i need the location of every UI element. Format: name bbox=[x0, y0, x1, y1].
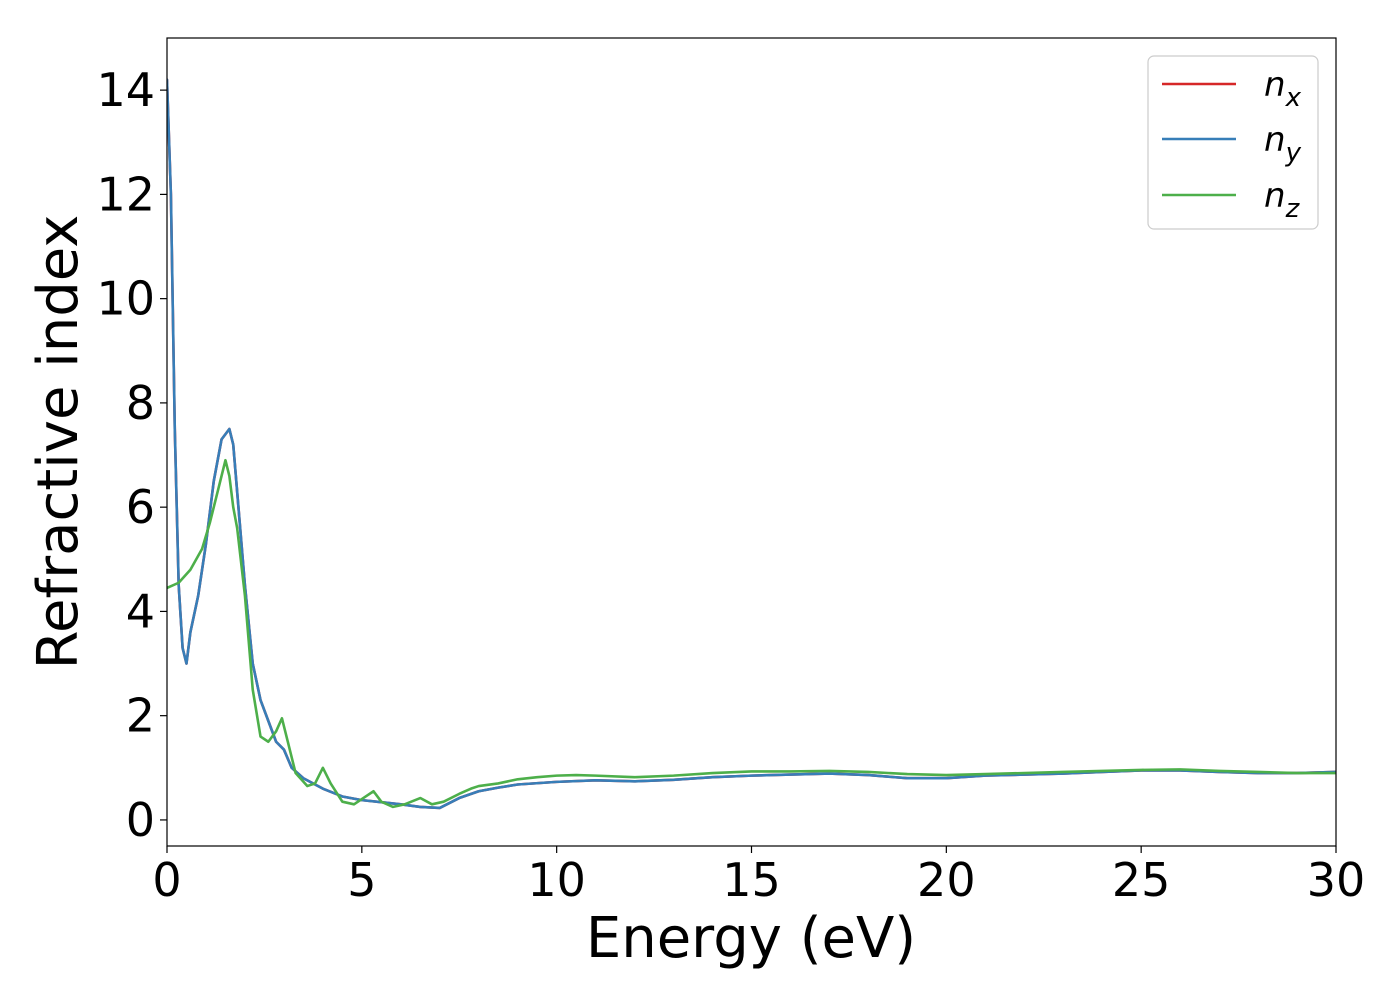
legend-box bbox=[1147, 55, 1319, 230]
y-tick-label: 8 bbox=[126, 376, 155, 430]
y-axis-title: Refractive index bbox=[26, 215, 91, 670]
legend: nx ny nz bbox=[1147, 55, 1319, 230]
y-tick-label: 14 bbox=[96, 63, 155, 117]
x-tick-label: 25 bbox=[1112, 853, 1171, 907]
x-tick-label: 30 bbox=[1307, 853, 1366, 907]
x-tick-label: 20 bbox=[917, 853, 976, 907]
x-tick-label: 0 bbox=[152, 853, 181, 907]
legend-label-n-x: nx bbox=[1264, 65, 1302, 113]
legend-label-n-y: ny bbox=[1264, 120, 1302, 168]
legend-items: nx ny nz bbox=[1162, 65, 1302, 224]
y-axis: 0 2 4 6 8 10 12 14 bbox=[96, 63, 167, 847]
x-tick-label: 10 bbox=[527, 853, 586, 907]
y-tick-label: 2 bbox=[126, 689, 155, 743]
y-tick-label: 4 bbox=[126, 584, 155, 638]
y-tick-label: 0 bbox=[126, 793, 155, 847]
x-tick-label: 15 bbox=[722, 853, 781, 907]
y-tick-label: 10 bbox=[96, 272, 155, 326]
series-line-n-z bbox=[167, 458, 1336, 809]
series-layer bbox=[167, 78, 1336, 810]
x-axis-title: Energy (eV) bbox=[586, 906, 916, 971]
x-axis: 0 5 10 15 20 25 30 bbox=[152, 846, 1365, 907]
series-line-n-y bbox=[167, 78, 1336, 810]
y-tick-label: 12 bbox=[96, 167, 155, 221]
x-tick-label: 5 bbox=[347, 853, 376, 907]
y-tick-label: 6 bbox=[126, 480, 155, 534]
legend-label-n-z: nz bbox=[1264, 176, 1301, 224]
